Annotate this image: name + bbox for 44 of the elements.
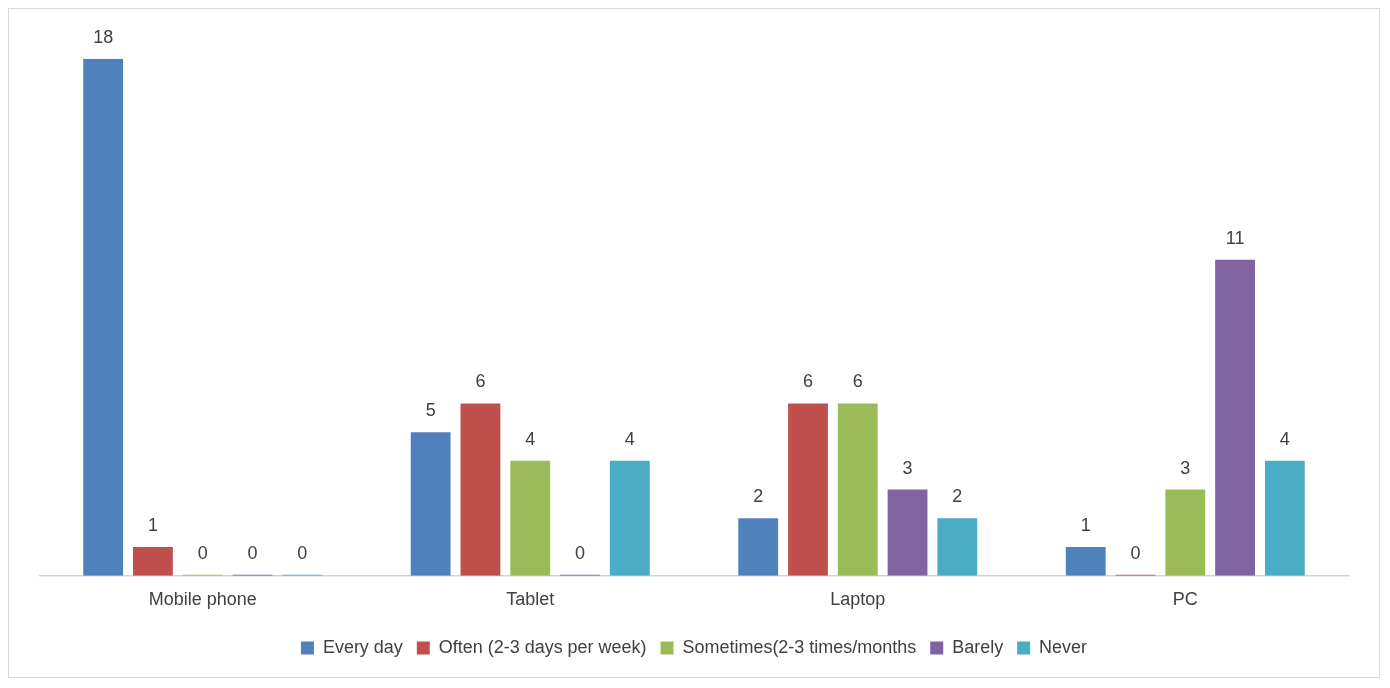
x-tick-label: Laptop xyxy=(830,589,886,610)
data-label: 0 xyxy=(1130,542,1141,563)
data-label: 4 xyxy=(525,428,536,449)
bar xyxy=(609,460,650,576)
data-label: 18 xyxy=(93,26,114,47)
bar xyxy=(133,546,173,576)
bar xyxy=(1215,259,1255,576)
legend-label: Every day xyxy=(322,637,403,658)
bar xyxy=(1264,460,1305,576)
bar xyxy=(887,489,928,576)
bar xyxy=(460,403,501,576)
bar xyxy=(788,403,828,576)
legend-label: Often (2-3 days per week) xyxy=(438,637,647,658)
data-label: 0 xyxy=(575,542,586,563)
data-label: 11 xyxy=(1225,227,1245,248)
data-label: 4 xyxy=(624,428,635,449)
bar xyxy=(738,518,779,576)
bar xyxy=(1165,489,1206,576)
data-label: 6 xyxy=(852,371,863,392)
data-label: 2 xyxy=(952,486,963,507)
data-label: 0 xyxy=(297,542,308,563)
data-label: 1 xyxy=(147,515,158,535)
legend-label: Barely xyxy=(952,637,1004,658)
data-label: 0 xyxy=(247,542,258,563)
bar xyxy=(410,432,451,576)
data-label: 4 xyxy=(1279,428,1290,449)
data-label: 0 xyxy=(197,542,208,563)
data-label: 1 xyxy=(1080,515,1091,535)
legend-label: Sometimes(2-3 times/months xyxy=(682,637,917,658)
x-tick-label: Tablet xyxy=(506,589,555,610)
bar xyxy=(1065,546,1106,576)
bar xyxy=(83,58,124,576)
bar xyxy=(937,518,978,576)
bar xyxy=(510,460,551,576)
bar xyxy=(837,403,878,576)
data-label: 5 xyxy=(425,400,436,421)
data-label: 6 xyxy=(802,371,813,392)
x-tick-label: Mobile phone xyxy=(148,589,257,610)
legend-label: Never xyxy=(1039,637,1088,658)
x-tick-label: PC xyxy=(1172,589,1198,610)
data-label: 3 xyxy=(902,457,913,478)
data-label: 6 xyxy=(475,371,486,392)
data-label: 3 xyxy=(1180,457,1191,478)
data-label: 2 xyxy=(753,486,764,507)
